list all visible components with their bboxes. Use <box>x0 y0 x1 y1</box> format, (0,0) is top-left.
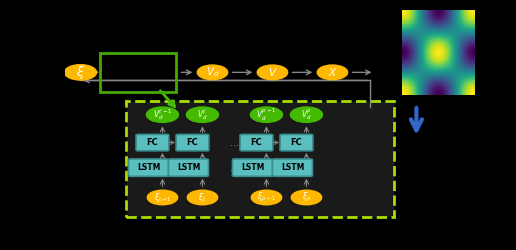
Text: FC: FC <box>187 138 198 147</box>
FancyBboxPatch shape <box>136 134 169 151</box>
Text: ....: .... <box>133 163 144 173</box>
Text: ...: ... <box>230 138 239 147</box>
Text: $V_d$: $V_d$ <box>205 66 219 79</box>
Circle shape <box>291 190 321 205</box>
Circle shape <box>250 107 282 122</box>
FancyBboxPatch shape <box>168 159 208 176</box>
Text: $\xi_{t-1}$: $\xi_{t-1}$ <box>154 191 171 204</box>
Text: FC: FC <box>251 138 262 147</box>
Text: $V$: $V$ <box>268 66 277 78</box>
FancyBboxPatch shape <box>232 159 272 176</box>
Text: $V_d^{p-1}$: $V_d^{p-1}$ <box>256 106 277 123</box>
Circle shape <box>186 107 218 122</box>
Text: $\xi_{p}$: $\xi_{p}$ <box>302 191 311 204</box>
Text: LSTM: LSTM <box>137 163 160 172</box>
Text: LSTM: LSTM <box>281 163 304 172</box>
FancyBboxPatch shape <box>272 159 312 176</box>
Circle shape <box>64 65 96 80</box>
Circle shape <box>291 107 322 122</box>
Text: $V_d^{p}$: $V_d^{p}$ <box>301 107 312 122</box>
FancyBboxPatch shape <box>176 134 209 151</box>
FancyBboxPatch shape <box>280 134 313 151</box>
Circle shape <box>147 107 179 122</box>
FancyBboxPatch shape <box>128 159 168 176</box>
Circle shape <box>147 190 178 205</box>
Text: $\xi_{p-1}$: $\xi_{p-1}$ <box>257 191 276 204</box>
Circle shape <box>187 190 218 205</box>
Text: FC: FC <box>147 138 158 147</box>
Text: $V_d^{t-1}$: $V_d^{t-1}$ <box>153 107 172 122</box>
Circle shape <box>257 65 287 80</box>
Circle shape <box>251 190 282 205</box>
Text: $V_d^{t}$: $V_d^{t}$ <box>197 107 208 122</box>
Text: LSTM: LSTM <box>177 163 200 172</box>
Text: FC: FC <box>291 138 302 147</box>
Circle shape <box>317 65 348 80</box>
Text: ...: ... <box>230 163 239 173</box>
Bar <box>126 101 394 217</box>
FancyBboxPatch shape <box>240 134 273 151</box>
Circle shape <box>197 65 228 80</box>
Text: $\xi_{t}$: $\xi_{t}$ <box>198 191 207 204</box>
Text: $X$: $X$ <box>328 66 337 78</box>
Text: $\xi$: $\xi$ <box>76 64 85 81</box>
Bar <box>101 53 176 92</box>
Text: LSTM: LSTM <box>241 163 264 172</box>
